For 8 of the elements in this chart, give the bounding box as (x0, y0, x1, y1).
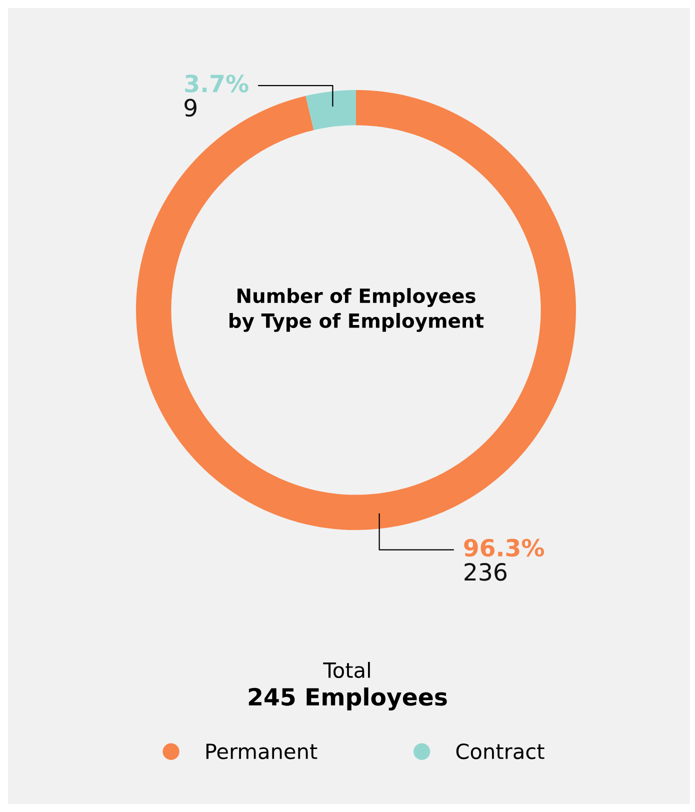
data-label: 96.3% 236 (464, 538, 544, 581)
text: 245 Employees (248, 687, 447, 711)
text: Total (323, 662, 370, 678)
data-label: 3.7% 9 (184, 74, 248, 117)
legend-label: Permanent (206, 744, 318, 760)
legend-label: Contract (456, 743, 544, 760)
donut-slice (306, 90, 356, 130)
text: Number of Employees by Type of Employment (230, 288, 484, 332)
